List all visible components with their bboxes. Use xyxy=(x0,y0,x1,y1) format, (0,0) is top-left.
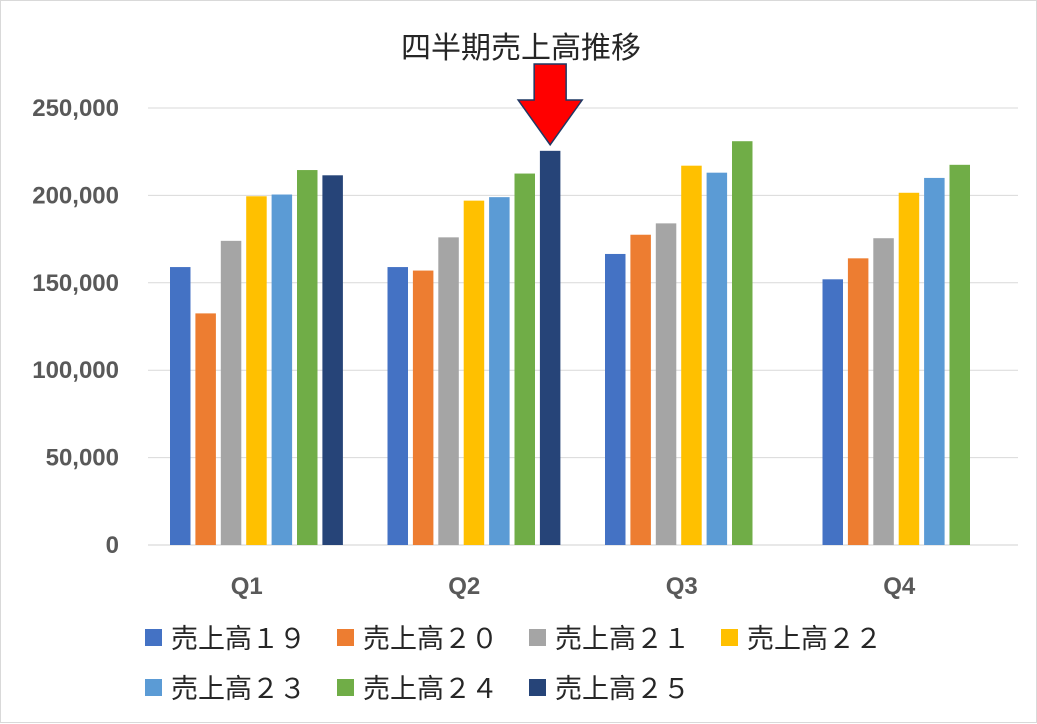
bar xyxy=(873,238,894,545)
legend-label: 売上高１９ xyxy=(171,624,306,655)
legend-entry: 売上高２４ xyxy=(337,674,498,705)
legend-swatch xyxy=(337,629,354,646)
y-tick-label: 150,000 xyxy=(32,270,119,297)
y-tick-label: 100,000 xyxy=(32,357,119,384)
bar xyxy=(387,267,408,545)
y-tick-label: 0 xyxy=(106,532,119,559)
legend-entry: 売上高２０ xyxy=(337,624,498,655)
bar xyxy=(438,237,459,546)
bar xyxy=(220,240,242,545)
y-tick-label: 250,000 xyxy=(32,95,119,122)
legend-entry: 売上高２２ xyxy=(721,624,882,655)
annotation-arrow xyxy=(516,63,584,147)
legend-entry: 売上高２３ xyxy=(145,674,306,705)
bar xyxy=(322,175,343,545)
legend-swatch xyxy=(721,629,738,646)
bar xyxy=(605,253,626,545)
legend-label: 売上高２３ xyxy=(171,674,306,705)
legend-label: 売上高２０ xyxy=(363,624,498,655)
legend-swatch xyxy=(145,679,162,696)
y-tick-label: 50,000 xyxy=(46,445,119,472)
x-category-label: Q3 xyxy=(666,573,698,600)
legend-label: 売上高２４ xyxy=(363,674,498,705)
bar xyxy=(630,234,651,546)
x-category-label: Q2 xyxy=(448,573,480,600)
bar xyxy=(271,194,293,545)
bar xyxy=(297,170,318,545)
legend: 売上高１９ 売上高２０ 売上高２１ 売上高２２ 売上高２３ 売上高２４ 売上高２５ xyxy=(145,624,882,705)
x-axis-category-labels: Q1 Q2 Q3 Q4 xyxy=(231,573,916,600)
y-tick-label: 200,000 xyxy=(32,182,119,209)
bars xyxy=(170,141,970,546)
chart-title: 四半期売上高推移 xyxy=(401,31,641,66)
bar xyxy=(246,196,267,546)
bar xyxy=(706,172,728,545)
bar xyxy=(539,150,561,546)
bar xyxy=(949,164,970,545)
x-category-label: Q4 xyxy=(883,573,916,600)
x-category-label: Q1 xyxy=(231,573,263,600)
bar xyxy=(195,313,216,545)
legend-swatch xyxy=(145,629,162,646)
legend-label: 売上高２２ xyxy=(747,624,882,655)
bar xyxy=(732,141,753,545)
legend-label: 売上高２５ xyxy=(555,674,690,705)
legend-swatch xyxy=(337,679,354,696)
bar xyxy=(412,270,434,545)
gridlines xyxy=(148,107,1018,546)
y-axis-tick-labels: 0 50,000 100,000 150,000 200,000 250,000 xyxy=(32,95,119,559)
bar xyxy=(170,267,191,545)
legend-swatch xyxy=(529,629,546,646)
bar xyxy=(681,165,702,545)
bar xyxy=(655,223,677,546)
bar xyxy=(463,200,485,546)
bar xyxy=(822,279,843,545)
bar xyxy=(489,197,510,545)
bar xyxy=(514,173,535,546)
legend-entry: 売上高２１ xyxy=(529,624,690,655)
legend-entry: 売上高２５ xyxy=(529,674,690,705)
legend-swatch xyxy=(529,679,546,696)
bar xyxy=(847,258,869,545)
bar xyxy=(898,192,920,545)
legend-entry: 売上高１９ xyxy=(145,624,306,655)
legend-label: 売上高２１ xyxy=(555,624,690,655)
down-arrow-icon xyxy=(516,63,584,147)
bar xyxy=(924,177,945,546)
